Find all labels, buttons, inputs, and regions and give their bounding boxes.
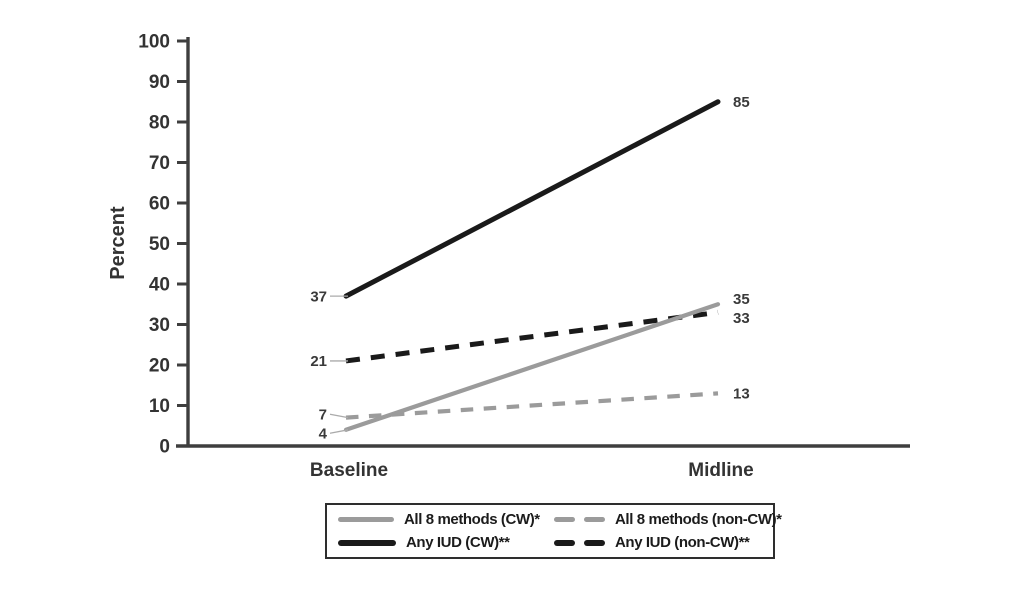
legend-swatch-black-dashed-line: [554, 539, 605, 546]
series-line-0: [343, 302, 721, 432]
series-line-3: [345, 309, 719, 364]
y-tick-label: 80: [149, 113, 170, 134]
point-label-midline: 33: [733, 310, 750, 327]
legend-item-anyiud-cw: Any IUD (CW)**: [338, 534, 554, 551]
legend-swatch-segment: [584, 539, 605, 546]
legend-label: Any IUD (non-CW)**: [615, 534, 750, 551]
y-tick-label: 100: [138, 32, 170, 53]
chart-legend: All 8 methods (CW)* All 8 methods (non-C…: [325, 503, 782, 559]
legend-swatch-gray-dashed-line: [554, 517, 605, 522]
legend-label: All 8 methods (CW)*: [404, 511, 540, 528]
point-label-baseline: 7: [319, 406, 327, 423]
point-label-baseline: 37: [310, 288, 327, 305]
x-category-label: Midline: [688, 460, 753, 481]
point-label-baseline: 4: [319, 425, 328, 442]
y-tick-label: 40: [149, 275, 170, 296]
y-tick-label: 60: [149, 194, 170, 215]
legend-label: All 8 methods (non-CW)*: [615, 511, 782, 528]
legend-item-anyiud-noncw: Any IUD (non-CW)**: [554, 534, 767, 551]
legend-swatch-segment: [338, 517, 394, 522]
legend-swatch-segment: [338, 539, 396, 546]
point-label-midline: 13: [733, 386, 750, 403]
point-label-leader-line: [329, 429, 349, 434]
legend-swatch-gray-solid-line: [338, 517, 394, 522]
y-tick-label: 10: [149, 396, 170, 417]
legend-swatch-segment: [554, 539, 575, 546]
y-tick-label: 50: [149, 234, 170, 255]
point-label-midline: 85: [733, 94, 750, 111]
legend-item-all8-cw: All 8 methods (CW)*: [338, 511, 554, 528]
y-axis-title: Percent: [107, 206, 129, 280]
y-tick-label: 0: [159, 437, 170, 458]
y-tick-label: 20: [149, 356, 170, 377]
point-label-baseline: 21: [310, 353, 327, 370]
series-line-2: [343, 99, 721, 299]
legend-swatch-segment: [554, 517, 575, 522]
legend-swatch-black-solid-line: [338, 539, 396, 546]
legend-swatch-segment: [584, 517, 605, 522]
legend-label: Any IUD (CW)**: [406, 534, 510, 551]
y-tick-label: 70: [149, 153, 170, 174]
x-category-label: Baseline: [310, 460, 388, 481]
point-label-midline: 35: [733, 291, 750, 308]
legend-item-all8-noncw: All 8 methods (non-CW)*: [554, 511, 782, 528]
series-line-1: [345, 391, 719, 420]
y-tick-label: 30: [149, 315, 170, 336]
point-label-leader-line: [329, 413, 349, 419]
y-tick-label: 90: [149, 72, 170, 93]
